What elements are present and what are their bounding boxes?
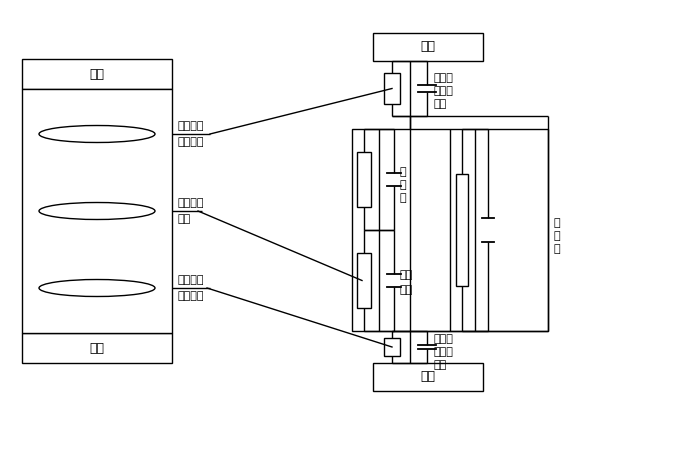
Bar <box>456 175 468 285</box>
Text: 绝缘与: 绝缘与 <box>434 334 454 344</box>
Bar <box>384 338 400 356</box>
Text: 缘: 缘 <box>553 231 560 241</box>
Ellipse shape <box>39 202 155 220</box>
Text: 绝缘间: 绝缘间 <box>434 87 454 97</box>
Text: 铁心: 铁心 <box>421 371 435 383</box>
Text: 绝缘与铁: 绝缘与铁 <box>178 275 205 285</box>
Bar <box>357 253 371 308</box>
Text: 内部: 内部 <box>400 271 413 281</box>
Text: 缘间气隙: 缘间气隙 <box>178 137 205 147</box>
Bar <box>22 89 172 333</box>
Bar <box>357 152 371 207</box>
Ellipse shape <box>39 280 155 296</box>
Text: 铜棒: 铜棒 <box>421 41 435 54</box>
Bar <box>22 333 172 363</box>
Text: 气隙: 气隙 <box>434 100 448 110</box>
Text: 铜棒与绝: 铜棒与绝 <box>178 121 205 131</box>
Text: 铁心间: 铁心间 <box>434 347 454 357</box>
Text: 缘: 缘 <box>400 180 406 190</box>
Text: 铜棒与: 铜棒与 <box>434 74 454 83</box>
Text: 铜棒: 铜棒 <box>90 68 105 80</box>
Bar <box>373 363 483 391</box>
Text: 绝: 绝 <box>400 167 406 178</box>
Text: 层: 层 <box>400 193 406 203</box>
Text: 绝缘内部: 绝缘内部 <box>178 198 205 208</box>
Text: 绝: 绝 <box>553 218 560 228</box>
Bar <box>384 74 400 104</box>
Text: 气隙: 气隙 <box>434 360 448 370</box>
Ellipse shape <box>39 125 155 143</box>
Bar <box>352 129 548 331</box>
Text: 层: 层 <box>553 244 560 254</box>
Text: 气隙: 气隙 <box>178 214 191 224</box>
Text: 心间气隙: 心间气隙 <box>178 291 205 301</box>
Bar <box>22 59 172 89</box>
Bar <box>373 33 483 61</box>
Text: 铁心: 铁心 <box>90 341 105 354</box>
Text: 气隙: 气隙 <box>400 285 413 295</box>
